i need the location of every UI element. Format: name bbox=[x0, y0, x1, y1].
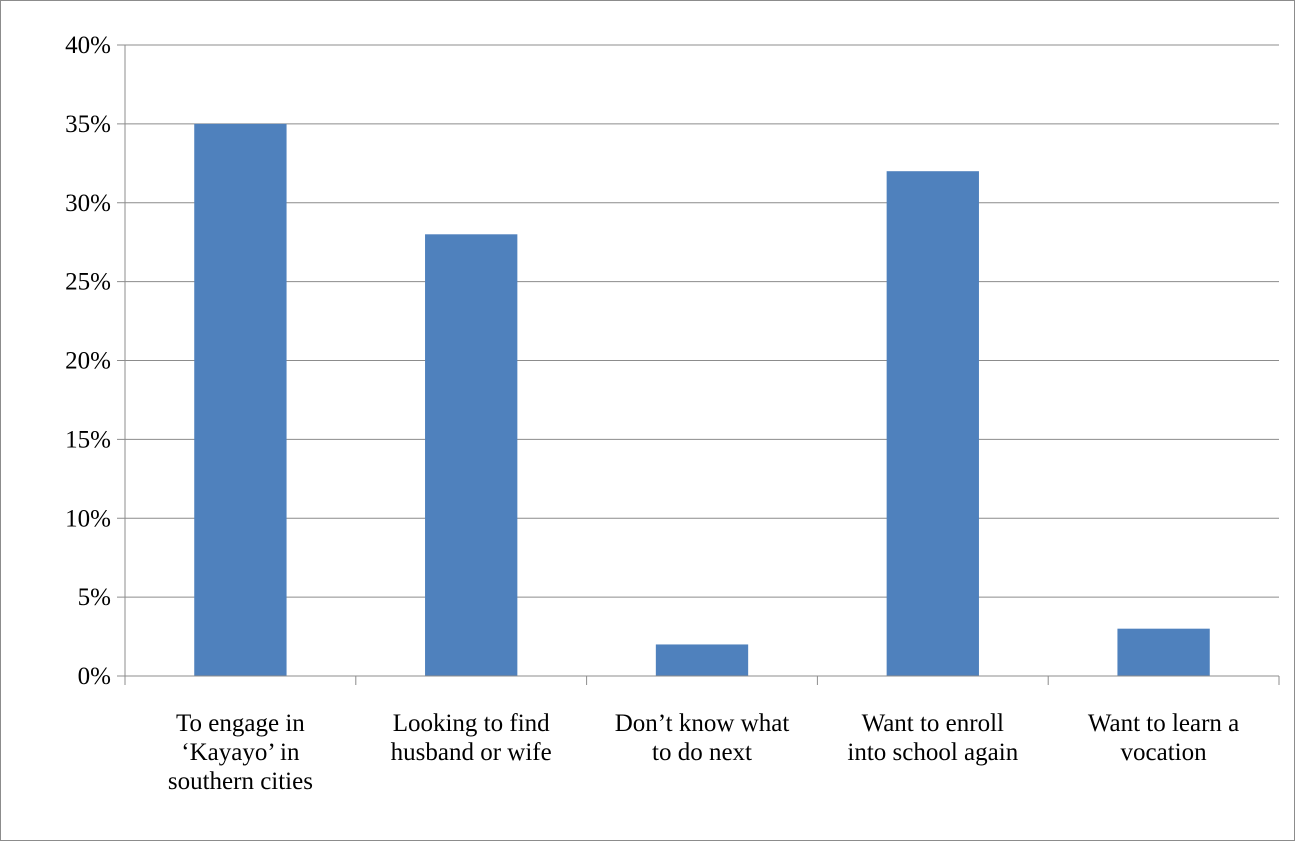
y-tick-label: 25% bbox=[65, 269, 111, 296]
category-labels: To engage in ‘Kayayo’ in southern cities Lo… bbox=[168, 710, 1239, 795]
bar bbox=[1117, 628, 1210, 676]
y-tick-label: 10% bbox=[65, 505, 111, 532]
y-tick-label: 15% bbox=[65, 426, 111, 453]
category-label-line: into school again bbox=[847, 739, 1018, 766]
category-label-line: Want to enroll bbox=[862, 710, 1004, 737]
bar bbox=[425, 234, 518, 677]
y-tick-label: 0% bbox=[78, 663, 111, 690]
y-tick-label: 40% bbox=[65, 32, 111, 59]
category-label-line: To engage in bbox=[176, 710, 305, 737]
category-label-line: husband or wife bbox=[391, 739, 552, 766]
y-tick-label: 30% bbox=[65, 190, 111, 217]
category-label-line: Want to learn a bbox=[1088, 710, 1239, 737]
bars bbox=[194, 123, 1210, 677]
category-label: Want to learn a vocation bbox=[1088, 710, 1239, 766]
category-label: Want to enroll into school again bbox=[847, 710, 1018, 766]
category-label-line: to do next bbox=[652, 739, 752, 766]
category-label-line: ‘Kayayo’ in bbox=[181, 739, 300, 766]
category-label-line: Don’t know what bbox=[615, 710, 790, 737]
y-tick-labels: 0% 5% 10% 15% 20% 25% 30% 35% 40% bbox=[65, 32, 111, 690]
gridlines bbox=[125, 44, 1279, 598]
category-label-line: southern cities bbox=[168, 768, 313, 795]
y-tick-label: 20% bbox=[65, 348, 111, 375]
bar bbox=[886, 171, 979, 676]
category-label: Looking to find husband or wife bbox=[391, 710, 552, 766]
bar bbox=[655, 644, 749, 676]
bar bbox=[194, 123, 287, 676]
y-tick-label: 5% bbox=[78, 584, 111, 611]
category-label: To engage in ‘Kayayo’ in southern cities bbox=[168, 710, 313, 795]
category-label: Don’t know what to do next bbox=[615, 710, 790, 766]
category-label-line: vocation bbox=[1121, 739, 1208, 766]
category-label-line: Looking to find bbox=[393, 710, 550, 737]
axes bbox=[117, 44, 1280, 685]
y-tick-label: 35% bbox=[65, 111, 111, 138]
